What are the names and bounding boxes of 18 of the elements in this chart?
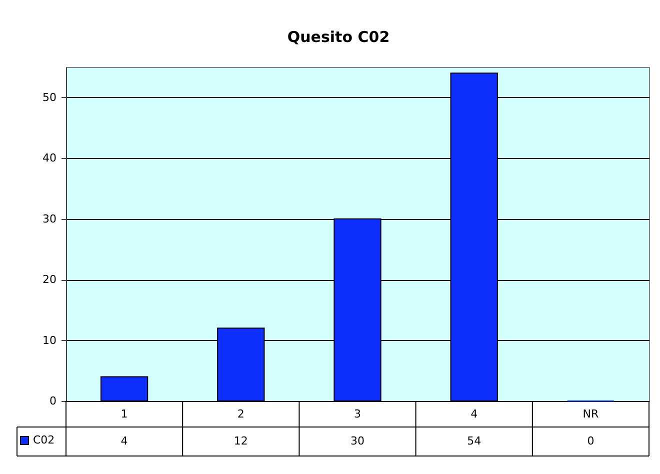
y-tick-label: 50: [42, 90, 56, 104]
chart-title: Quesito C02: [287, 28, 390, 46]
y-tick-label: 30: [42, 212, 56, 226]
y-tick-label: 40: [42, 152, 56, 165]
data-label: 12: [234, 434, 248, 448]
y-tick-label: 0: [50, 394, 56, 408]
data-label: 54: [467, 434, 482, 448]
y-tick-label: 20: [42, 273, 56, 286]
x-tick-label: 3: [354, 408, 361, 420]
x-tick-label: 1: [120, 408, 128, 420]
legend-label: C02: [33, 434, 55, 446]
data-label: 30: [350, 434, 364, 448]
data-label: 4: [120, 434, 128, 448]
data-label: 0: [587, 434, 594, 448]
x-tick-label: 4: [470, 408, 478, 420]
x-tick-label: NR: [582, 408, 599, 420]
y-tick-label: 10: [42, 334, 56, 347]
x-tick-label: 2: [237, 408, 244, 420]
